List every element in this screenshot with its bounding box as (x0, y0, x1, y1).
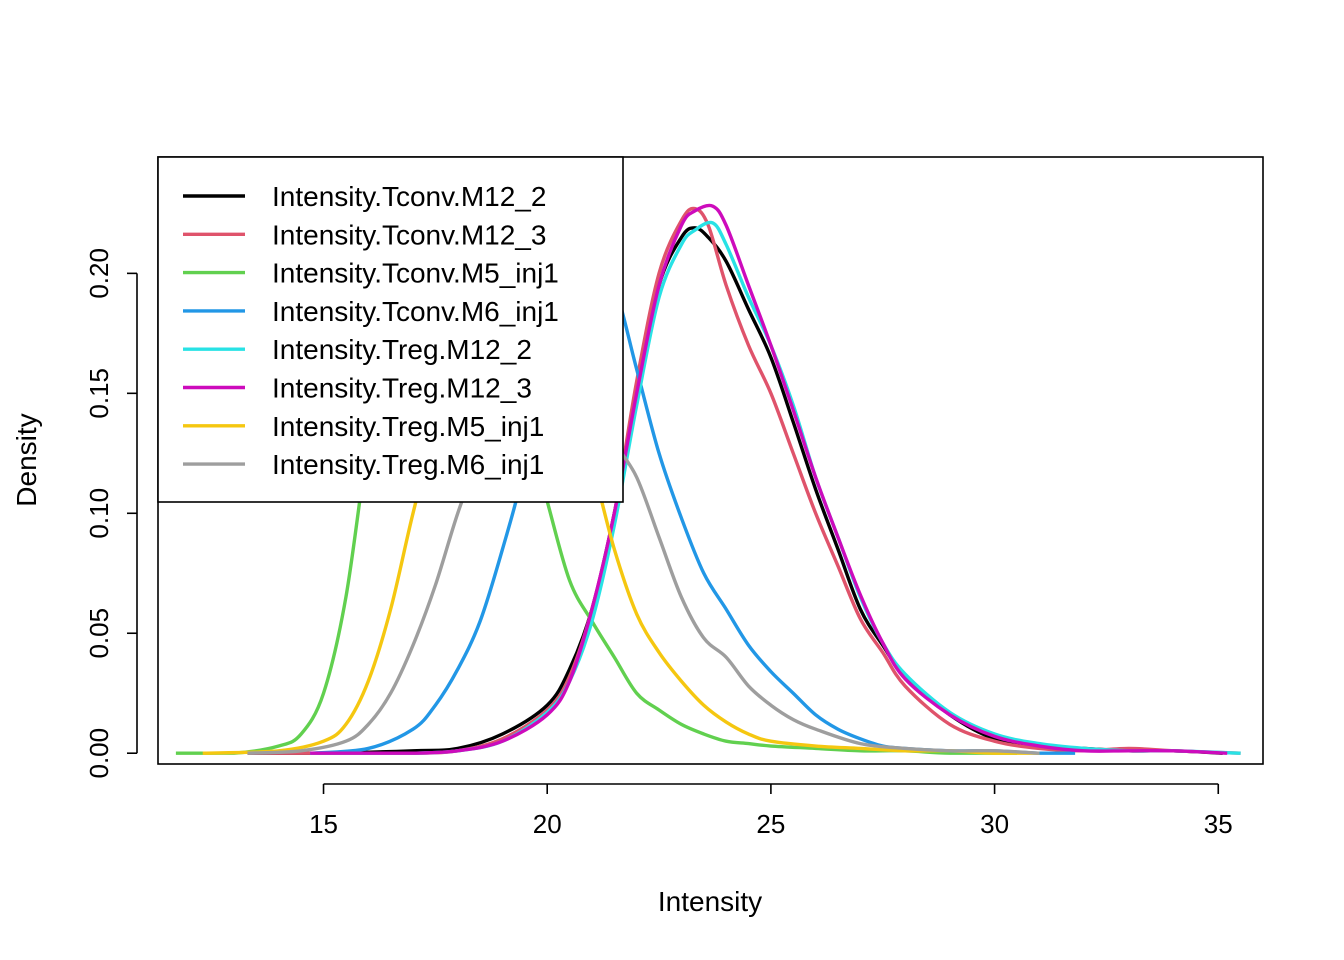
y-tick-label: 0.20 (84, 248, 114, 299)
series-line-2 (247, 206, 1241, 755)
legend-label: Intensity.Treg.M12_3 (272, 373, 532, 404)
y-tick-label: 0.15 (84, 368, 114, 419)
x-axis-title: Intensity (658, 886, 762, 917)
y-tick-label: 0.05 (84, 608, 114, 659)
legend-label: Intensity.Treg.M5_inj1 (272, 411, 544, 442)
series-line-6 (310, 203, 1228, 755)
legend-label: Intensity.Tconv.M6_inj1 (272, 296, 559, 327)
series-line-5 (310, 220, 1241, 755)
x-tick-label: 15 (309, 809, 338, 839)
legend: Intensity.Tconv.M12_2 Intensity.Tconv.M12… (157, 156, 624, 503)
legend-box (157, 156, 624, 503)
legend-label: Intensity.Treg.M12_2 (272, 334, 532, 365)
series-line-1 (247, 226, 1223, 755)
x-tick-label: 25 (756, 809, 785, 839)
y-axis-title: Density (11, 413, 42, 506)
legend-label: Intensity.Tconv.M12_2 (272, 181, 546, 212)
x-tick-label: 30 (980, 809, 1009, 839)
y-tick-label: 0.00 (84, 728, 114, 779)
legend-label: Intensity.Tconv.M5_inj1 (272, 258, 559, 289)
legend-label: Intensity.Tconv.M12_3 (272, 219, 546, 250)
x-tick-label: 35 (1204, 809, 1233, 839)
legend-label: Intensity.Treg.M6_inj1 (272, 449, 544, 480)
x-tick-label: 20 (533, 809, 562, 839)
y-tick-label: 0.10 (84, 488, 114, 539)
